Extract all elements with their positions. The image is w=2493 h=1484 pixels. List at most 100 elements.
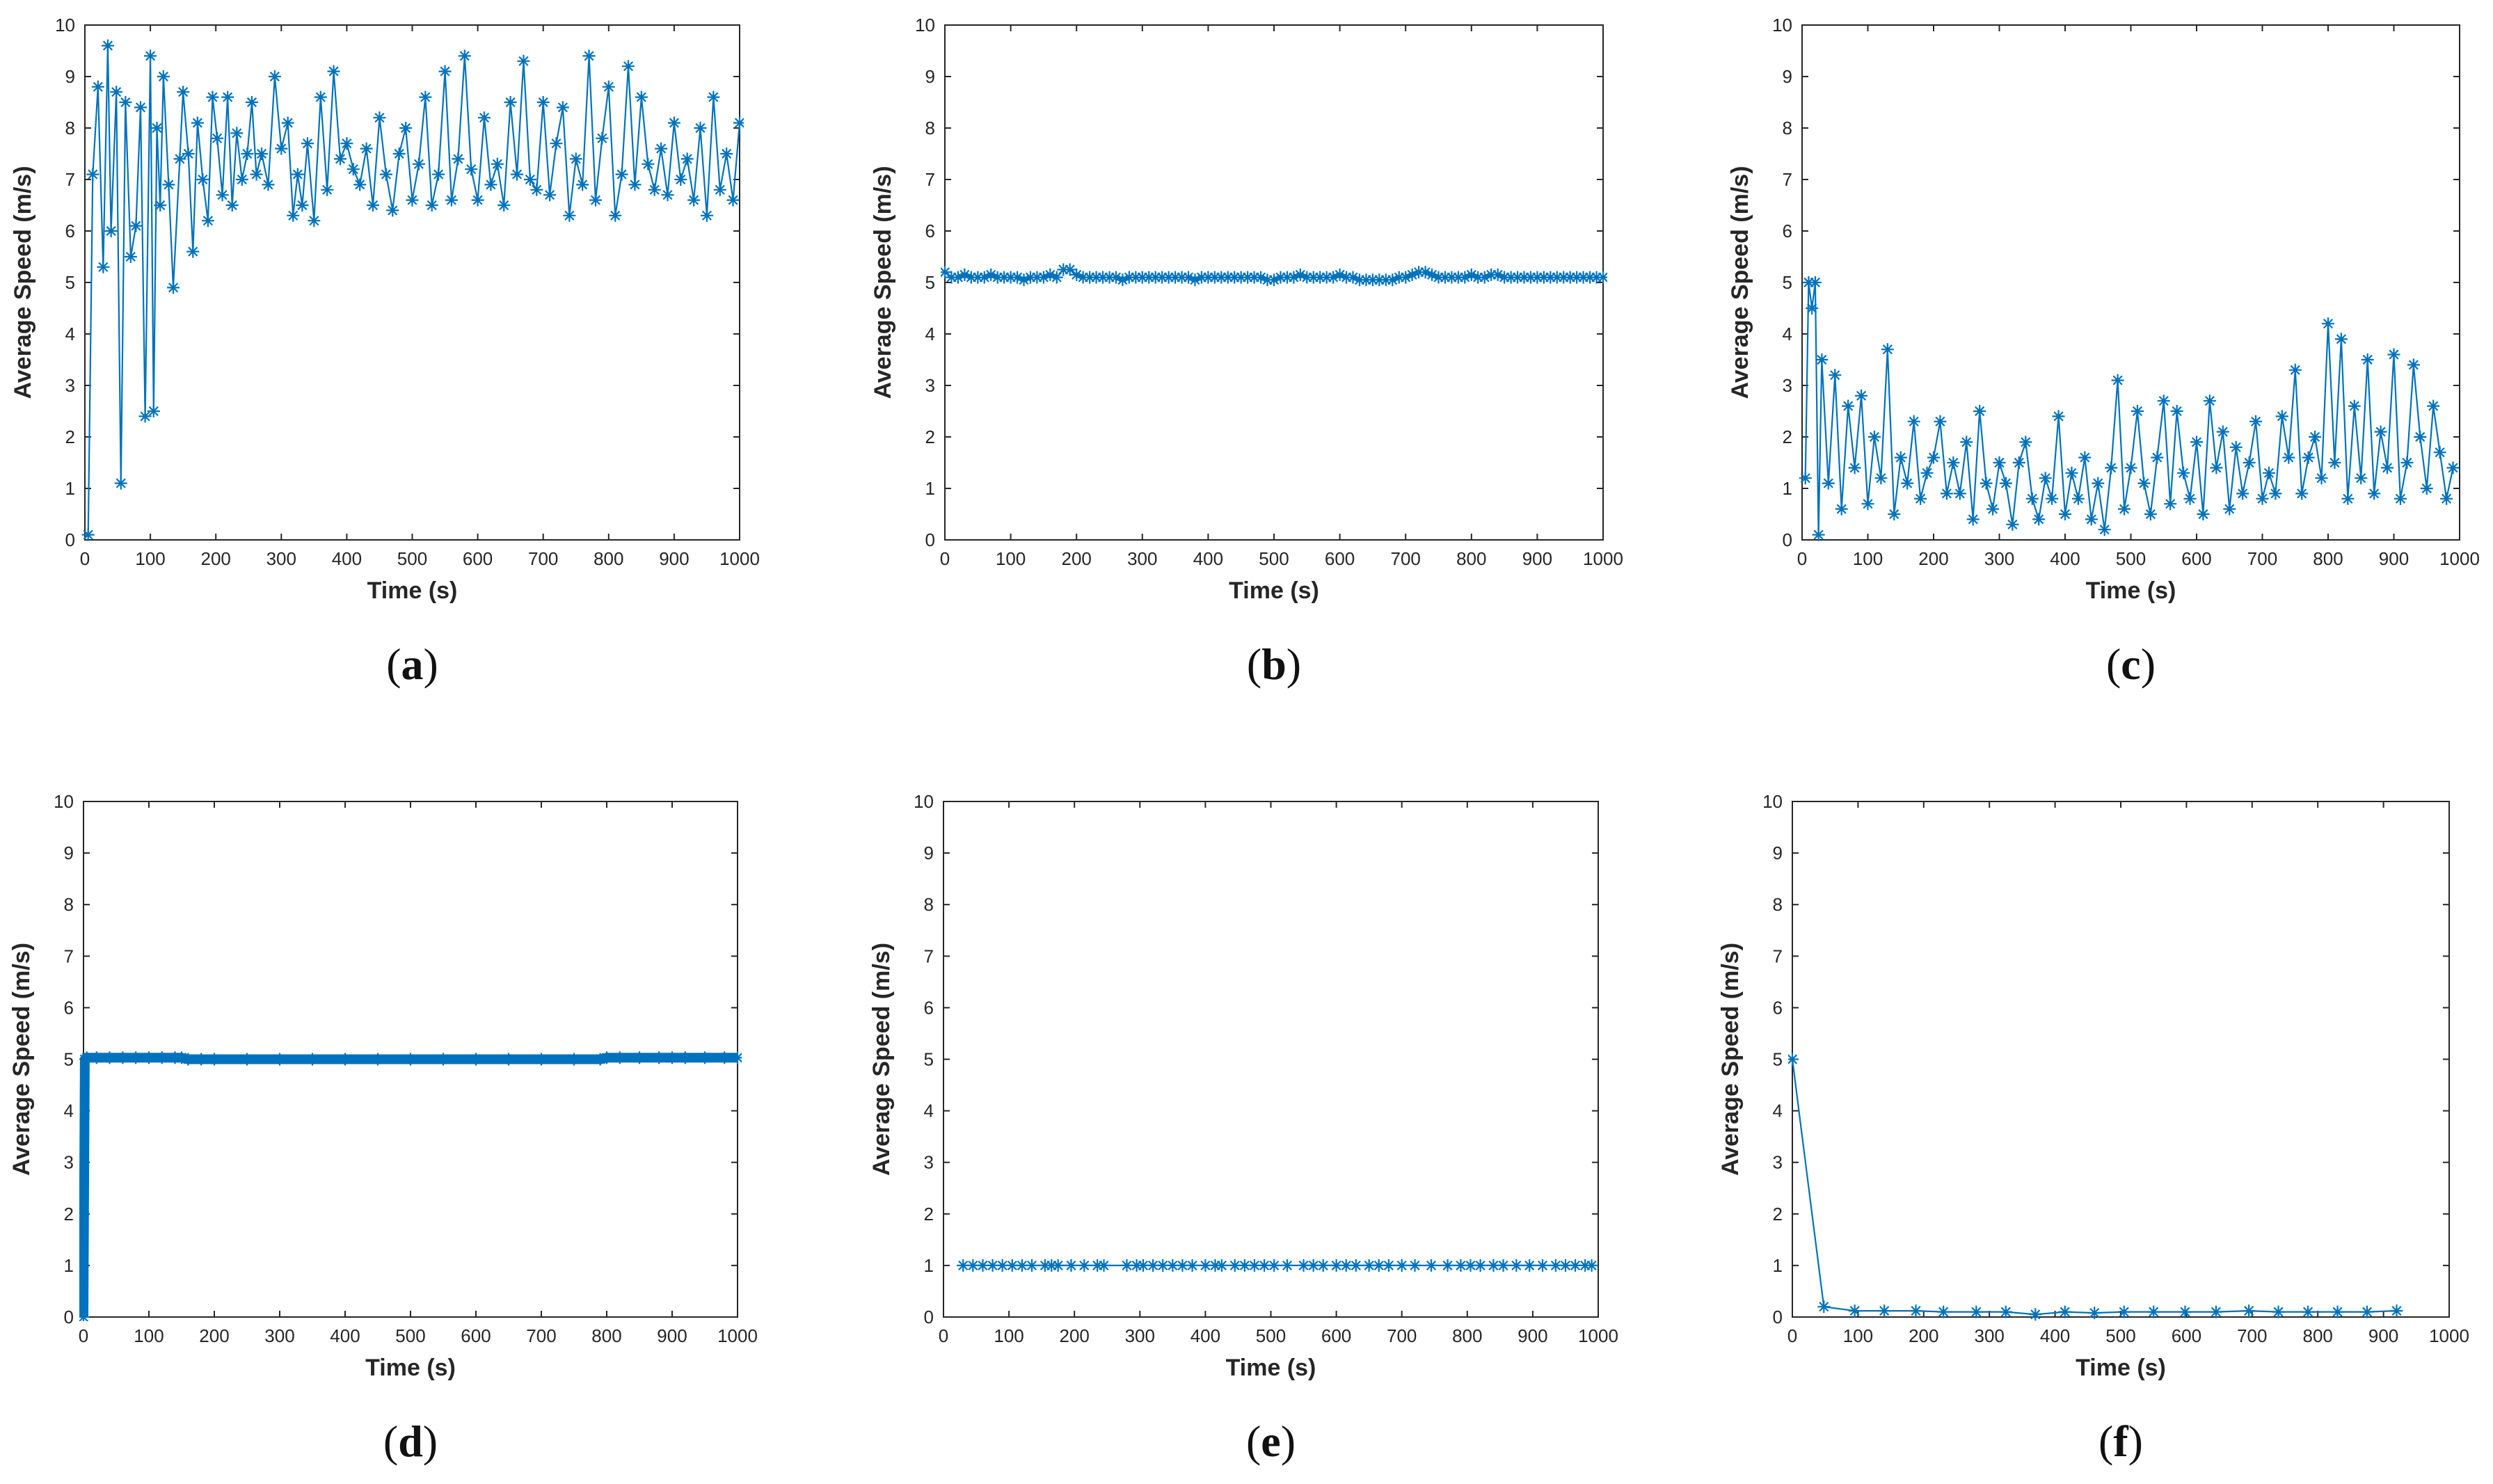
- data-point-marker: [1316, 1259, 1330, 1272]
- y-tick-label: 10: [915, 15, 935, 35]
- data-point-marker: [2236, 487, 2249, 500]
- data-point-marker: [945, 271, 958, 284]
- y-tick-label: 8: [1773, 894, 1783, 915]
- data-point-marker: [235, 173, 248, 186]
- data-point-marker: [1536, 1259, 1550, 1272]
- data-point-marker: [129, 1051, 143, 1064]
- data-point-marker: [1314, 271, 1327, 284]
- x-tick-label: 1000: [719, 548, 760, 569]
- data-point-marker: [1248, 271, 1261, 284]
- data-point-marker: [1065, 1259, 1078, 1272]
- data-point-marker: [1829, 369, 1842, 382]
- data-point-marker: [1549, 1259, 1562, 1272]
- data-point-marker: [2272, 1305, 2285, 1318]
- data-point-marker: [2355, 472, 2368, 485]
- data-point-marker: [996, 1259, 1009, 1272]
- data-point-marker: [1590, 271, 1603, 284]
- data-point-marker: [1372, 1259, 1385, 1272]
- data-point-marker: [1307, 1259, 1320, 1272]
- x-tick-label: 200: [1060, 1325, 1090, 1346]
- data-point-marker: [1386, 273, 1399, 287]
- data-point-marker: [2092, 477, 2105, 490]
- data-point-marker: [2164, 497, 2177, 511]
- data-point-marker: [543, 189, 557, 202]
- data-point-marker: [653, 1051, 666, 1064]
- data-point-marker: [1487, 1259, 1500, 1272]
- data-point-marker: [347, 163, 360, 176]
- data-point-marker: [1109, 271, 1122, 284]
- data-point-marker: [2078, 451, 2092, 464]
- data-point-marker: [1137, 1259, 1150, 1272]
- panel-paren: (: [383, 1417, 398, 1466]
- data-point-marker: [1362, 1259, 1376, 1272]
- data-point-marker: [635, 90, 648, 104]
- data-point-marker: [633, 1051, 646, 1064]
- data-point-marker: [1268, 273, 1280, 287]
- data-point-marker: [1986, 502, 2000, 516]
- y-tick-label: 4: [64, 1101, 74, 1122]
- y-tick-label: 4: [924, 1101, 934, 1122]
- y-tick-label: 6: [65, 221, 75, 241]
- data-point-marker: [208, 1053, 221, 1066]
- y-tick-label: 6: [1783, 221, 1792, 241]
- series-e: [957, 1259, 1598, 1272]
- data-point-marker: [1822, 477, 1835, 490]
- data-point-marker: [2420, 482, 2433, 495]
- data-point-marker: [2446, 461, 2460, 474]
- data-point-marker: [1788, 1053, 1799, 1066]
- y-axis-label: Average Speed (m/s): [870, 166, 896, 399]
- data-point-marker: [2124, 461, 2137, 474]
- data-point-marker: [2098, 523, 2111, 536]
- data-point-marker: [2118, 502, 2131, 516]
- data-point-marker: [262, 178, 275, 191]
- data-point-marker: [1478, 271, 1491, 284]
- x-tick-label: 0: [79, 1325, 88, 1346]
- x-tick-label: 200: [1909, 1325, 1938, 1346]
- data-point-marker: [177, 86, 190, 99]
- data-point-marker: [1156, 271, 1169, 284]
- data-point-marker: [1297, 1259, 1310, 1272]
- data-point-marker: [471, 193, 484, 207]
- series-f: [1788, 1053, 2403, 1321]
- data-point-marker: [353, 178, 367, 191]
- data-point-marker: [245, 96, 258, 109]
- data-point-marker: [97, 260, 110, 273]
- data-point-marker: [1569, 1259, 1582, 1272]
- data-point-marker: [678, 1051, 692, 1064]
- y-axis-label: Average Speed (m/s): [10, 166, 36, 399]
- y-tick-label: 0: [65, 529, 75, 550]
- data-point-marker: [1078, 1259, 1091, 1272]
- data-point-marker: [966, 1259, 980, 1272]
- data-point-marker: [1577, 271, 1590, 284]
- data-point-marker: [221, 90, 234, 104]
- data-point-marker: [1215, 1259, 1228, 1272]
- data-point-marker: [699, 1051, 711, 1064]
- data-point-marker: [1454, 1259, 1467, 1272]
- data-point-marker: [1815, 353, 1829, 366]
- data-point-marker: [1485, 268, 1498, 281]
- data-point-marker: [80, 1051, 93, 1064]
- data-point-marker: [1914, 492, 1927, 505]
- x-tick-label: 900: [1522, 548, 1552, 569]
- data-point-marker: [1195, 271, 1208, 284]
- data-point-marker: [733, 116, 744, 129]
- data-point-marker: [275, 142, 288, 155]
- data-point-marker: [569, 152, 582, 166]
- data-point-marker: [491, 157, 504, 170]
- y-tick-label: 0: [925, 529, 935, 550]
- data-point-marker: [360, 142, 373, 155]
- data-point-marker: [2144, 508, 2157, 520]
- data-point-marker: [1531, 271, 1544, 284]
- y-tick-label: 3: [925, 375, 935, 396]
- data-point-marker: [168, 1051, 182, 1064]
- data-point-marker: [707, 90, 720, 104]
- data-point-marker: [301, 137, 314, 150]
- data-point-marker: [1228, 1259, 1241, 1272]
- x-tick-label: 100: [134, 1325, 164, 1346]
- x-axis-label: Time (s): [2076, 1355, 2166, 1381]
- data-point-marker: [1083, 271, 1097, 284]
- panel-paren: (: [2098, 1417, 2113, 1466]
- data-point-marker: [1464, 1259, 1477, 1272]
- data-point-marker: [1498, 271, 1511, 284]
- data-point-marker: [419, 90, 432, 104]
